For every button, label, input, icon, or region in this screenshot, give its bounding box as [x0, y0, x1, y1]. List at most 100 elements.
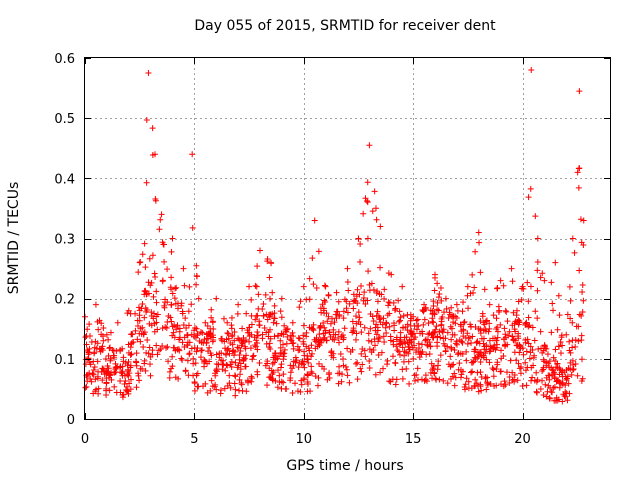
data-point [422, 306, 429, 313]
data-point [237, 366, 244, 373]
data-point [513, 307, 520, 314]
data-point [185, 372, 192, 379]
data-point [316, 360, 323, 367]
data-point-peak [213, 295, 220, 302]
data-point [228, 358, 235, 365]
data-point [350, 298, 357, 305]
data-point-peak [92, 301, 99, 308]
data-point [472, 248, 479, 255]
data-point [431, 370, 438, 377]
data-point [206, 332, 213, 339]
data-point [173, 324, 180, 331]
data-point [360, 210, 367, 217]
data-point [170, 329, 177, 336]
data-point [453, 341, 460, 348]
data-point [134, 323, 141, 330]
data-point-peak [563, 331, 570, 338]
data-point [362, 353, 369, 360]
data-point [349, 318, 356, 325]
data-point [509, 333, 516, 340]
data-point [135, 370, 142, 377]
data-point [96, 317, 103, 324]
data-point [374, 298, 381, 305]
data-point [449, 313, 456, 320]
data-point [525, 298, 532, 305]
y-tick-label: 0 [67, 413, 75, 428]
data-point [481, 346, 488, 353]
data-point [440, 309, 447, 316]
data-point [239, 339, 246, 346]
data-point [476, 239, 483, 246]
data-point [159, 343, 166, 350]
data-point [377, 264, 384, 271]
data-point [461, 318, 468, 325]
y-tick-label: 0.4 [54, 172, 75, 187]
data-point [431, 287, 438, 294]
data-point [231, 337, 238, 344]
data-point [435, 294, 442, 301]
data-point [413, 317, 420, 324]
data-point-peak [464, 283, 471, 290]
data-point [366, 287, 373, 294]
y-axis-label: SRMTID / TECUs [6, 182, 22, 295]
data-point [501, 325, 508, 332]
data-point [221, 385, 228, 392]
data-point [186, 350, 193, 357]
data-point [327, 320, 334, 327]
data-point [213, 368, 220, 375]
data-point [465, 305, 472, 312]
data-point [139, 300, 146, 307]
data-point [207, 387, 214, 394]
data-point [210, 334, 217, 341]
data-point [493, 337, 500, 344]
data-point [463, 357, 470, 364]
data-point [373, 216, 380, 223]
data-point [373, 312, 380, 319]
data-point [343, 366, 350, 373]
data-point [266, 340, 273, 347]
data-point [161, 258, 168, 265]
data-point [448, 336, 455, 343]
data-point [344, 345, 351, 352]
data-point [178, 302, 185, 309]
data-point [400, 324, 407, 331]
data-point [527, 283, 534, 290]
data-point [308, 368, 315, 375]
data-point [313, 284, 320, 291]
data-point [188, 345, 195, 352]
data-point [198, 347, 205, 354]
data-point [341, 325, 348, 332]
data-point-peak [311, 217, 318, 224]
data-point [428, 360, 435, 367]
data-point [385, 302, 392, 309]
data-point [232, 392, 239, 399]
data-point [326, 329, 333, 336]
data-point [345, 287, 352, 294]
data-point [555, 396, 562, 403]
data-point [91, 364, 98, 371]
data-point [289, 365, 296, 372]
data-point [462, 334, 469, 341]
data-point [128, 351, 135, 358]
data-point [274, 332, 281, 339]
data-point [105, 365, 112, 372]
data-point-peak [235, 301, 242, 308]
data-point [208, 352, 215, 359]
data-point [162, 323, 169, 330]
data-point [150, 293, 157, 300]
data-point [179, 308, 186, 315]
data-point [493, 365, 500, 372]
y-tick-label: 0.5 [54, 112, 75, 127]
data-point [184, 339, 191, 346]
data-point [506, 379, 513, 386]
data-point-peak [114, 319, 121, 326]
data-point [125, 372, 132, 379]
data-point [264, 382, 271, 389]
data-point [443, 305, 450, 312]
data-point [335, 334, 342, 341]
data-point [567, 349, 574, 356]
data-point [122, 377, 129, 384]
data-point [434, 280, 441, 287]
data-point [277, 337, 284, 344]
data-point [529, 346, 536, 353]
